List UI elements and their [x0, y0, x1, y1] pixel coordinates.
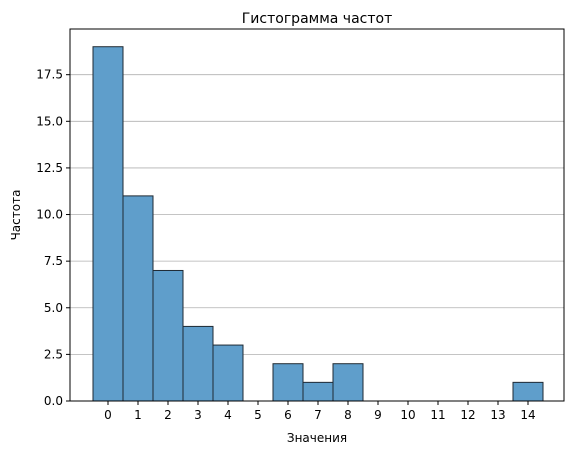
bar [122, 195, 154, 402]
bar [272, 363, 304, 402]
bar [152, 269, 184, 402]
y-tick-label: 17.5 [36, 68, 63, 82]
y-tick-label: 0.0 [44, 394, 63, 408]
y-tick-label: 12.5 [36, 161, 63, 175]
x-tick-label: 0 [104, 408, 112, 422]
x-tick-label: 2 [164, 408, 172, 422]
bar [332, 363, 364, 402]
x-tick-label: 8 [344, 408, 352, 422]
bar [92, 46, 124, 402]
x-tick-label: 5 [254, 408, 262, 422]
y-tick-label: 2.5 [44, 347, 63, 361]
y-axis-label: Частота [9, 190, 23, 241]
x-tick-label: 3 [194, 408, 202, 422]
bar [182, 325, 214, 402]
x-tick-label: 11 [430, 408, 445, 422]
x-tick-label: 12 [460, 408, 475, 422]
x-tick-label: 10 [400, 408, 415, 422]
x-axis-label: Значения [287, 431, 347, 445]
y-tick-label: 5.0 [44, 301, 63, 315]
x-tick-label: 14 [520, 408, 535, 422]
bar [512, 381, 544, 402]
x-tick-label: 7 [314, 408, 322, 422]
x-tick-label: 4 [224, 408, 232, 422]
y-tick-label: 15.0 [36, 114, 63, 128]
chart-title: Гистограмма частот [242, 11, 392, 27]
bars [92, 46, 544, 402]
x-tick-label: 6 [284, 408, 292, 422]
bar [212, 344, 244, 402]
y-tick-label: 7.5 [44, 254, 63, 268]
x-tick-label: 13 [490, 408, 505, 422]
x-axis-ticks: 0 1 2 3 4 5 6 7 8 9 10 11 12 13 14 [104, 401, 536, 422]
y-tick-label: 10.0 [36, 208, 63, 222]
bar [302, 381, 334, 402]
y-axis-ticks: 0.0 2.5 5.0 7.5 10.0 12.5 15.0 17.5 [36, 68, 70, 408]
x-tick-label: 9 [374, 408, 382, 422]
x-tick-label: 1 [134, 408, 142, 422]
